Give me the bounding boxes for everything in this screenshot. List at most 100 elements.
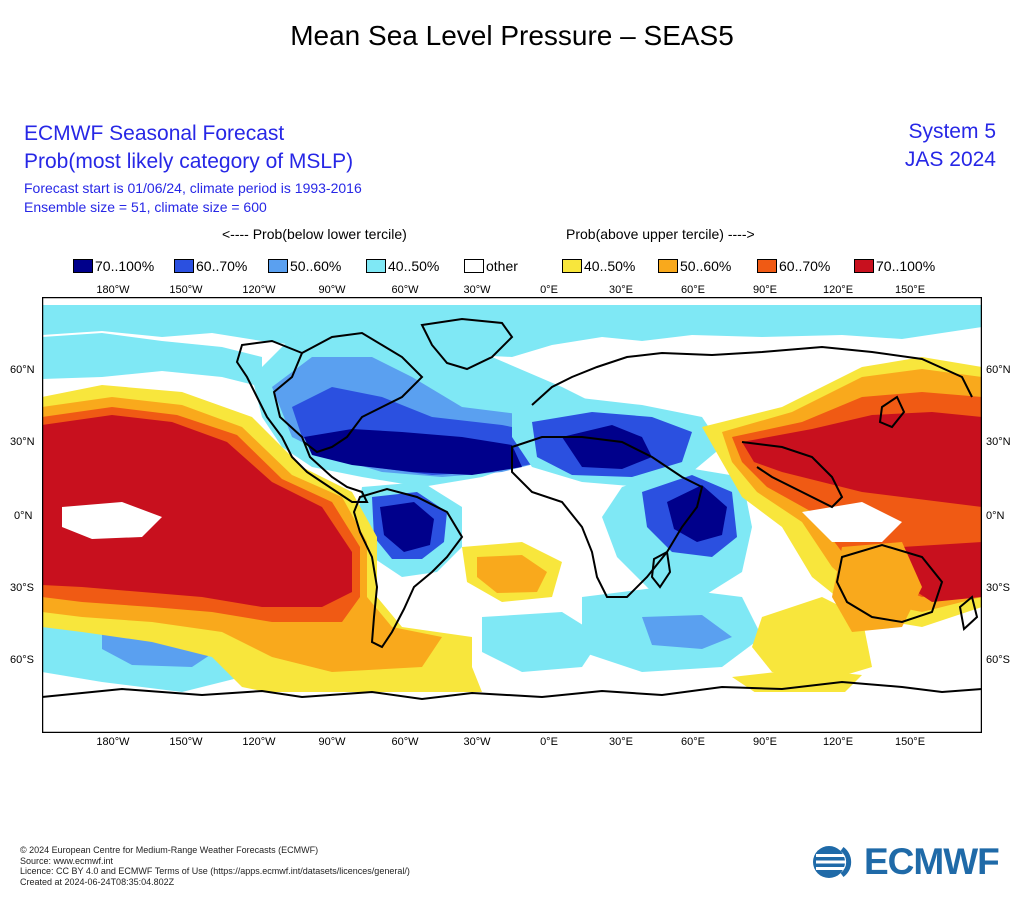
lon-label-bottom: 0°E: [540, 736, 558, 748]
probability-map: [42, 297, 982, 733]
coastlines: [42, 317, 982, 701]
legend-item: 60..70%: [757, 258, 830, 274]
legend-swatch: [757, 259, 777, 273]
region-so-yellow: [272, 667, 482, 699]
region-samerica-deep: [380, 502, 434, 552]
region-aus-yellow: [752, 597, 872, 682]
legend-swatch: [658, 259, 678, 273]
created-text: Created at 2024-06-24T08:35:04.802Z: [20, 876, 175, 887]
legend-item: 70..100%: [854, 258, 935, 274]
coast-north-america: [235, 339, 369, 503]
region-pacific-red: [42, 415, 352, 607]
lat-label-right: 30°N: [986, 436, 1011, 448]
lon-label-top: 30°W: [463, 284, 491, 296]
ensemble-size-text: Ensemble size = 51, climate size = 600: [24, 199, 267, 215]
legend-swatch: [854, 259, 874, 273]
coast-greenland: [420, 317, 514, 371]
lon-label-top: 60°W: [391, 284, 419, 296]
lat-label-left: 60°S: [10, 654, 34, 666]
system-label: System 5: [908, 120, 996, 143]
region-npacific-cyan: [42, 333, 262, 387]
page-title: Mean Sea Level Pressure – SEAS5: [290, 20, 734, 51]
coast-north-america-east: [301, 331, 424, 454]
legend-swatch: [366, 259, 386, 273]
legend-item: 70..100%: [73, 258, 154, 274]
lon-label-top: 60°E: [681, 284, 705, 296]
lon-label-top: 120°E: [822, 284, 854, 296]
legend-item: 60..70%: [174, 258, 247, 274]
coast-madagascar: [650, 550, 672, 589]
coast-japan: [878, 395, 906, 429]
lon-label-bottom: 60°E: [681, 736, 705, 748]
region-med-deep: [562, 425, 652, 469]
legend-label: 70..100%: [95, 258, 155, 274]
region-antarctic: [42, 692, 982, 733]
region-natlantic-deep: [304, 429, 522, 475]
ecmwf-logo: ECMWF: [812, 840, 1012, 884]
legend-item: 40..50%: [366, 258, 439, 274]
legend-item: 50..60%: [658, 258, 731, 274]
legend-above-caption: Prob(above upper tercile) ---->: [566, 226, 755, 242]
coast-new-zealand: [958, 595, 979, 631]
lon-label-bottom: 30°W: [463, 736, 491, 748]
source-text: Source: www.ecmwf.int: [20, 855, 114, 866]
region-so-yellow2: [732, 669, 862, 697]
legend-label: 50..60%: [680, 258, 732, 274]
lon-label-top: 150°W: [169, 284, 203, 296]
lat-label-left: 30°N: [10, 436, 35, 448]
legend-item: 50..60%: [268, 258, 341, 274]
legend-below-caption: <---- Prob(below lower tercile): [222, 226, 407, 242]
legend-item: 40..50%: [562, 258, 635, 274]
lon-label-top: 150°E: [894, 284, 926, 296]
lon-label-top: 90°W: [318, 284, 346, 296]
coast-europe: [531, 345, 973, 406]
legend-item: other: [464, 258, 518, 274]
ecmwf-logo-text: ECMWF: [864, 841, 1000, 882]
legend-swatch: [562, 259, 582, 273]
region-pacific-white-hole: [62, 502, 162, 539]
lon-label-top: 180°W: [96, 284, 130, 296]
copyright-text: © 2024 European Centre for Medium-Range …: [20, 845, 319, 855]
legend-label: other: [486, 258, 518, 274]
coast-asia-east: [741, 441, 844, 509]
lat-label-right: 60°N: [986, 364, 1011, 376]
lon-label-bottom: 120°W: [242, 736, 276, 748]
region-sindian-mid: [642, 615, 732, 649]
region-satlantic-cyan: [482, 612, 602, 672]
legend-label: 70..100%: [876, 258, 936, 274]
coast-antarctica: [42, 680, 982, 701]
footer: © 2024 European Centre for Medium-Range …: [20, 845, 410, 887]
lon-label-top: 0°E: [540, 284, 558, 296]
legend-label: 50..60%: [290, 258, 342, 274]
ecmwf-logo-icon: [813, 846, 852, 878]
lat-label-left: 30°S: [10, 582, 34, 594]
map-frame: [42, 297, 982, 733]
legend-label: 60..70%: [779, 258, 831, 274]
lon-label-top: 120°W: [242, 284, 276, 296]
region-wpac-red: [742, 412, 982, 507]
lon-label-bottom: 60°W: [391, 736, 419, 748]
lon-label-bottom: 120°E: [822, 736, 854, 748]
legend-label: 60..70%: [196, 258, 248, 274]
legend-label: 40..50%: [388, 258, 440, 274]
coast-australia: [835, 543, 944, 624]
forecast-start-text: Forecast start is 01/06/24, climate peri…: [24, 180, 362, 196]
lon-label-bottom: 90°E: [753, 736, 777, 748]
region-arctic-cyan: [42, 305, 982, 357]
coast-south-america: [352, 487, 464, 649]
lat-label-right: 30°S: [986, 582, 1010, 594]
lon-label-top: 30°E: [609, 284, 633, 296]
lon-label-bottom: 150°W: [169, 736, 203, 748]
lat-label-left: 0°N: [14, 510, 33, 522]
region-satl-orange: [477, 555, 547, 593]
lon-label-bottom: 180°W: [96, 736, 130, 748]
lon-label-bottom: 150°E: [894, 736, 926, 748]
lat-label-right: 60°S: [986, 654, 1010, 666]
header-title: ECMWF Seasonal Forecast: [24, 122, 285, 145]
period-label: JAS 2024: [904, 148, 996, 171]
lon-label-bottom: 30°E: [609, 736, 633, 748]
lat-label-left: 60°N: [10, 364, 35, 376]
region-indo-white: [802, 502, 902, 542]
coast-africa: [511, 436, 704, 598]
legend-swatch: [73, 259, 93, 273]
